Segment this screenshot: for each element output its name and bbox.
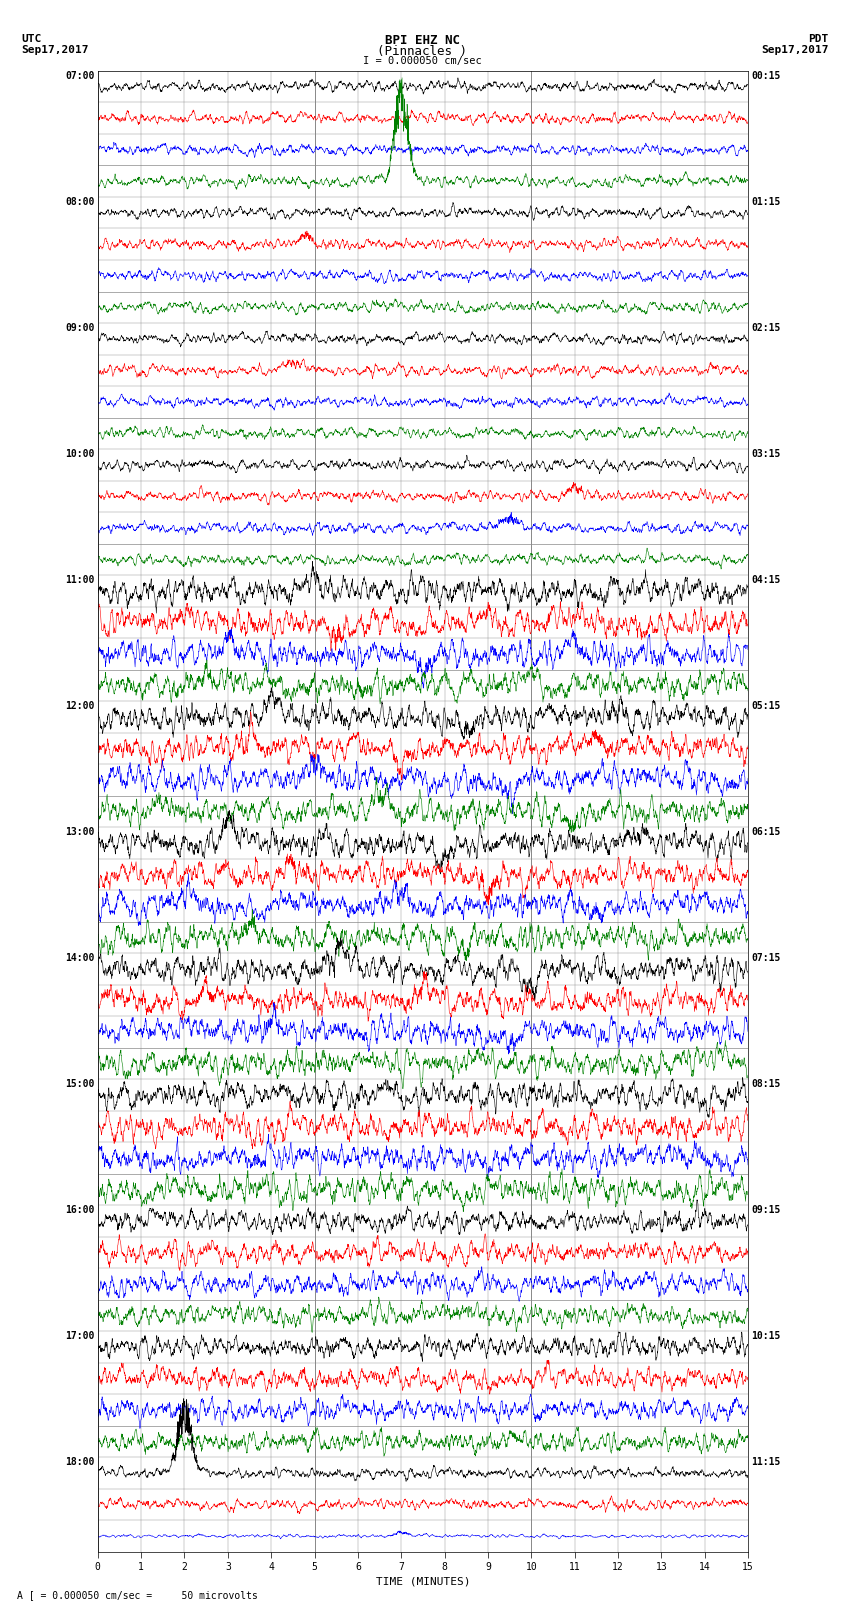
Text: 15:00: 15:00 (65, 1079, 94, 1089)
Text: 05:15: 05:15 (751, 702, 780, 711)
Text: 13:00: 13:00 (65, 827, 94, 837)
Text: 10:00: 10:00 (65, 448, 94, 460)
Text: PDT: PDT (808, 34, 829, 44)
Text: Sep17,2017: Sep17,2017 (762, 45, 829, 55)
Text: 08:15: 08:15 (751, 1079, 780, 1089)
Text: 16:00: 16:00 (65, 1205, 94, 1215)
Text: 09:00: 09:00 (65, 323, 94, 332)
Text: 17:00: 17:00 (65, 1331, 94, 1340)
Text: 01:15: 01:15 (751, 197, 780, 206)
Text: A [ = 0.000050 cm/sec =     50 microvolts: A [ = 0.000050 cm/sec = 50 microvolts (17, 1590, 258, 1600)
Text: 08:00: 08:00 (65, 197, 94, 206)
Text: Sep17,2017: Sep17,2017 (21, 45, 88, 55)
Text: 00:15: 00:15 (751, 71, 780, 81)
Text: I = 0.000050 cm/sec: I = 0.000050 cm/sec (363, 56, 482, 66)
X-axis label: TIME (MINUTES): TIME (MINUTES) (376, 1576, 470, 1586)
Text: 10:15: 10:15 (751, 1331, 780, 1340)
Text: 14:00: 14:00 (65, 953, 94, 963)
Text: BPI EHZ NC: BPI EHZ NC (385, 34, 460, 47)
Text: 18:00: 18:00 (65, 1457, 94, 1468)
Text: 12:00: 12:00 (65, 702, 94, 711)
Text: (Pinnacles ): (Pinnacles ) (377, 45, 468, 58)
Text: 11:00: 11:00 (65, 576, 94, 586)
Text: 04:15: 04:15 (751, 576, 780, 586)
Text: 02:15: 02:15 (751, 323, 780, 332)
Text: UTC: UTC (21, 34, 42, 44)
Text: 11:15: 11:15 (751, 1457, 780, 1468)
Text: 07:00: 07:00 (65, 71, 94, 81)
Text: 09:15: 09:15 (751, 1205, 780, 1215)
Text: 03:15: 03:15 (751, 448, 780, 460)
Text: 07:15: 07:15 (751, 953, 780, 963)
Text: 06:15: 06:15 (751, 827, 780, 837)
